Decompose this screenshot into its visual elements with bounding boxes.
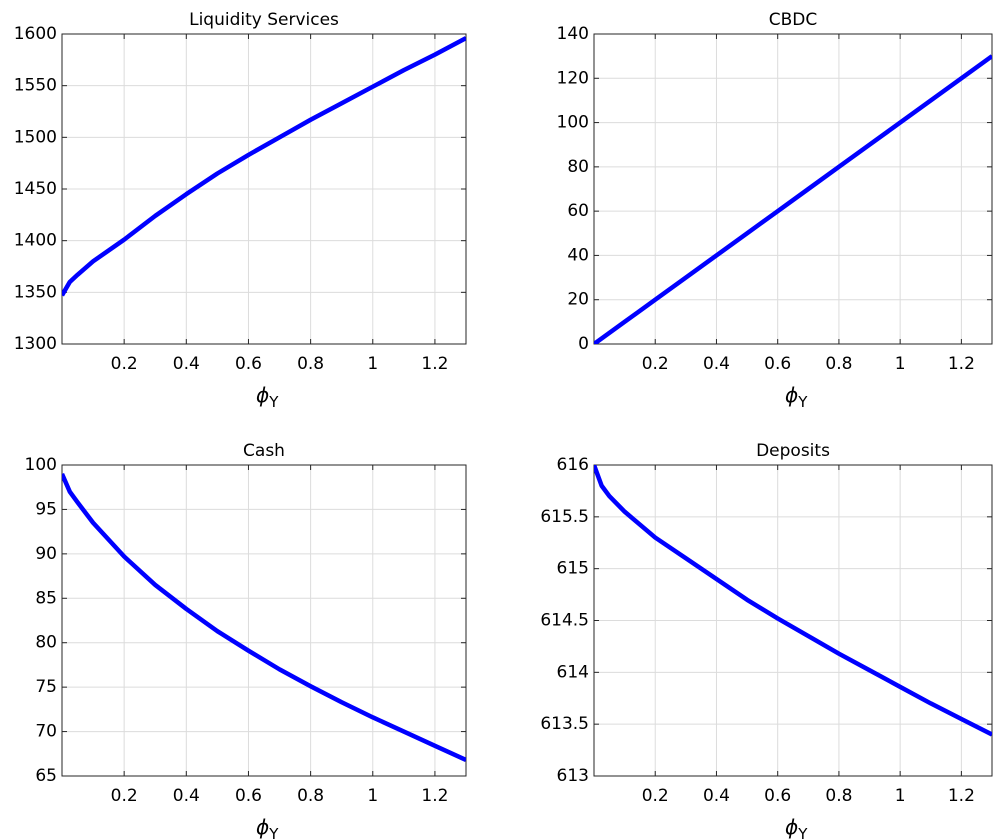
chart-title: Liquidity Services — [189, 10, 339, 30]
y-tick-label: 616 — [557, 455, 589, 475]
chart-title: Deposits — [756, 441, 830, 461]
y-tick-label: 1600 — [14, 24, 57, 44]
y-tick-label: 80 — [567, 157, 589, 177]
lines — [594, 465, 992, 737]
lines — [594, 54, 992, 344]
y-tick-label: 80 — [35, 633, 57, 653]
plot-area — [594, 34, 992, 344]
panel: 1300 1350 1400 1450 1500 1550 1600 0.2 0.4 0.6 0.8… — [14, 10, 467, 411]
x-tick-label: 0.2 — [111, 786, 138, 806]
y-tick-label: 60 — [567, 201, 589, 221]
x-tick-label: 1.2 — [421, 786, 448, 806]
y-tick-label: 85 — [35, 588, 57, 608]
y-tick-label: 65 — [35, 766, 57, 786]
y-tick-label: 40 — [567, 245, 589, 265]
data-line — [62, 472, 466, 763]
x-tick-label: 0.2 — [642, 354, 669, 374]
x-label-symbol: ϕ — [256, 383, 269, 407]
y-tick-label: 1500 — [14, 127, 57, 147]
x-tick-label: 0.4 — [173, 786, 200, 806]
x-tick-label: 1 — [367, 786, 378, 806]
plot-frame — [61, 464, 467, 777]
y-tick-label: 75 — [35, 677, 57, 697]
y-tick-label: 140 — [557, 24, 589, 44]
x-label-symbol: ϕ — [256, 815, 269, 839]
x-tick-label: 0.8 — [825, 354, 852, 374]
y-tick-label: 100 — [25, 455, 57, 475]
y-tick-label: 120 — [557, 68, 589, 88]
x-axis-label: ϕY — [256, 815, 279, 839]
plot-frame — [593, 464, 993, 777]
y-tick-label: 20 — [567, 290, 589, 310]
y-tick-label: 615.5 — [540, 507, 589, 527]
y-tick-label: 615 — [557, 559, 589, 579]
y-tick-label: 95 — [35, 499, 57, 519]
x-tick-label: 1 — [367, 354, 378, 374]
x-tick-label: 0.4 — [703, 354, 730, 374]
x-tick-label: 0.6 — [764, 786, 791, 806]
panel: 65 70 75 80 85 90 95 100 0.2 0.4 0.6 0.8 1 1.2 Cash ϕY — [25, 441, 467, 839]
data-line — [594, 465, 992, 737]
x-tick-label: 0.6 — [235, 354, 262, 374]
x-label-symbol: ϕ — [785, 383, 798, 407]
y-tick-label: 613.5 — [540, 714, 589, 734]
x-tick-label: 1.2 — [421, 354, 448, 374]
chart-title: CBDC — [769, 10, 818, 30]
y-tick-label: 1450 — [14, 179, 57, 199]
chart-title: Cash — [243, 441, 285, 461]
x-axis-label: ϕY — [256, 383, 279, 411]
data-line — [62, 36, 466, 297]
y-tick-label: 614.5 — [540, 611, 589, 631]
y-tick-label: 1400 — [14, 231, 57, 251]
x-tick-label: 0.6 — [235, 786, 262, 806]
x-label-subscript: Y — [268, 393, 279, 411]
y-tick-label: 1550 — [14, 76, 57, 96]
x-tick-label: 0.2 — [642, 786, 669, 806]
x-tick-label: 1.2 — [948, 786, 975, 806]
y-tick-label: 90 — [35, 544, 57, 564]
y-tick-label: 70 — [35, 722, 57, 742]
x-axis-label: ϕY — [785, 383, 808, 411]
x-tick-label: 0.8 — [297, 354, 324, 374]
panel: 0 20 40 60 80 100 120 140 0.2 0.4 0.6 0.8 1 1.2 CBDC ϕY — [557, 10, 993, 411]
plot-area — [62, 465, 466, 776]
y-tick-label: 614 — [557, 662, 589, 682]
y-tick-label: 0 — [578, 334, 589, 354]
lines — [62, 36, 466, 297]
x-tick-label: 1 — [895, 786, 906, 806]
y-tick-label: 100 — [557, 113, 589, 133]
data-line — [594, 54, 992, 344]
x-label-subscript: Y — [797, 393, 808, 411]
y-tick-label: 613 — [557, 766, 589, 786]
plot-frame — [61, 33, 467, 345]
lines — [62, 472, 466, 763]
x-label-subscript: Y — [268, 825, 279, 839]
x-label-symbol: ϕ — [785, 815, 798, 839]
y-tick-label: 1350 — [14, 282, 57, 302]
x-tick-label: 0.8 — [825, 786, 852, 806]
x-tick-label: 0.2 — [111, 354, 138, 374]
x-label-subscript: Y — [797, 825, 808, 839]
x-tick-label: 0.4 — [173, 354, 200, 374]
x-axis-label: ϕY — [785, 815, 808, 839]
x-tick-label: 0.6 — [764, 354, 791, 374]
x-tick-label: 0.8 — [297, 786, 324, 806]
y-tick-label: 1300 — [14, 334, 57, 354]
x-tick-label: 1.2 — [948, 354, 975, 374]
plot-frame — [593, 33, 993, 345]
x-tick-label: 0.4 — [703, 786, 730, 806]
x-tick-label: 1 — [895, 354, 906, 374]
panel: 613 613.5 614 614.5 615 615.5 616 0.2 0.4 0.6 0.8 1… — [540, 441, 993, 839]
